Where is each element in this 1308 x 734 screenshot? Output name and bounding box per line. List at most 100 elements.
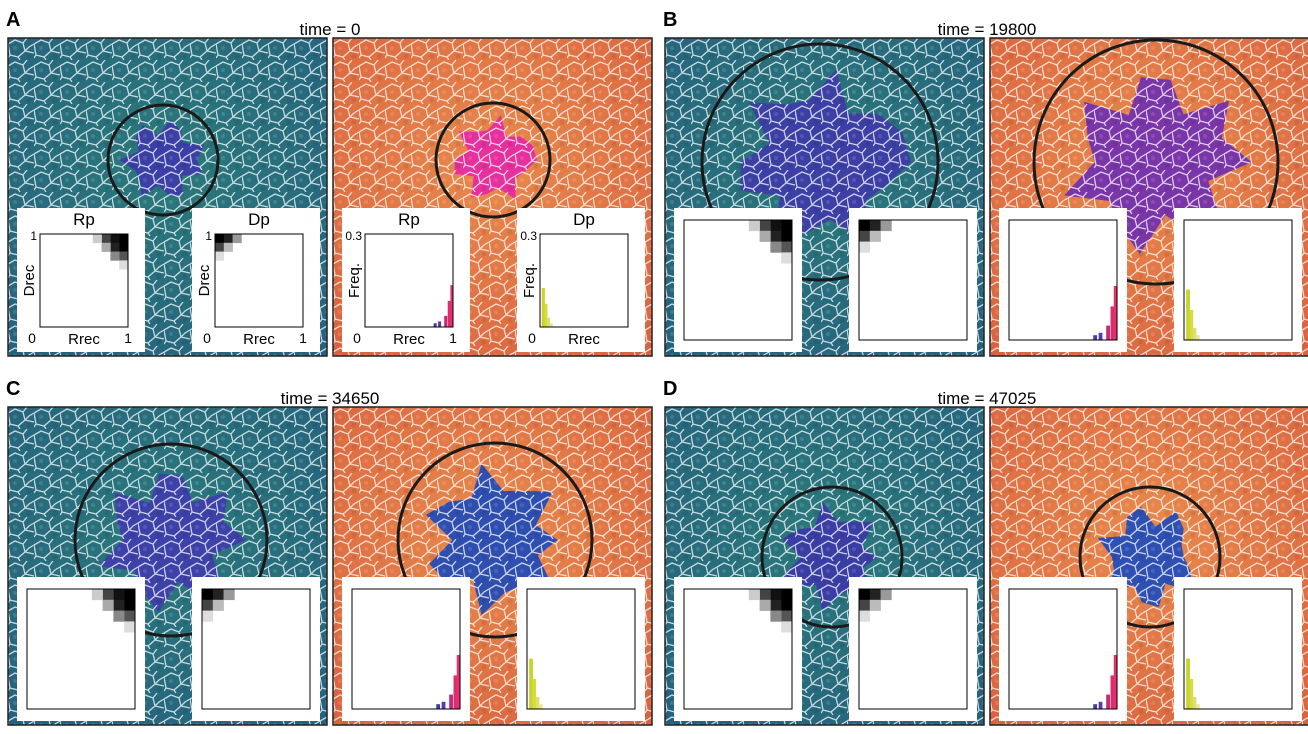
inset-background	[342, 208, 470, 352]
heatmap-cell	[101, 234, 111, 244]
region-circle	[434, 101, 552, 219]
region-circle	[106, 103, 220, 217]
y-max-label: 0.3	[345, 229, 362, 243]
histogram-bar	[449, 694, 453, 709]
histogram-bar	[456, 655, 461, 709]
inset-title: Dp	[248, 210, 270, 229]
inset: Dp 0.3 0 Rrec Freq.	[517, 208, 645, 352]
origin-label: 0	[528, 330, 536, 346]
histogram-bar	[1106, 694, 1110, 709]
image-border	[989, 406, 1308, 726]
histogram-bar	[441, 701, 446, 709]
histogram-bar	[1192, 328, 1197, 340]
heatmap-cell	[880, 589, 892, 601]
simulation-image	[332, 406, 653, 726]
heatmap-cell	[202, 610, 214, 622]
histogram-bar	[447, 300, 451, 327]
image-border	[332, 406, 653, 726]
plot-frame	[683, 219, 793, 341]
heatmap-cell	[212, 589, 224, 601]
plot-frame	[364, 233, 454, 328]
heatmap-cell	[781, 621, 793, 633]
plot-frame	[201, 588, 311, 710]
histogram-bar	[535, 697, 540, 709]
heatmap-cell	[223, 589, 235, 601]
histogram-bar	[1098, 332, 1103, 340]
inset	[674, 577, 802, 721]
x-axis-label: Rrec	[243, 331, 275, 348]
heatmap-cell	[223, 242, 233, 252]
y-axis-label: Freq.	[521, 263, 538, 298]
heatmap-cell	[759, 599, 771, 611]
heatmap-cell	[212, 599, 224, 611]
image-border	[664, 406, 985, 726]
histogram-bar	[1192, 697, 1197, 709]
heatmap-cell	[859, 241, 871, 253]
simulation-image: Rp 0.3 0 Rrec 1 Freq. Dp 0.3 0 Rrec Freq.	[332, 37, 653, 357]
plot-frame	[858, 588, 968, 710]
plot-frame	[683, 588, 793, 710]
heatmap-cell	[748, 589, 760, 601]
region-circle	[700, 42, 940, 282]
plot-frame	[214, 233, 304, 328]
histogram-bar	[532, 679, 537, 709]
histogram-bar	[549, 323, 553, 327]
region-circle	[1078, 485, 1222, 629]
x-max-label: 1	[299, 330, 307, 346]
plot-frame	[539, 233, 629, 328]
histogram-bar	[544, 303, 548, 327]
heatmap-cell	[113, 610, 125, 622]
heatmap-cell	[110, 251, 120, 261]
histogram-bar	[438, 321, 442, 327]
heatmap-cell	[781, 610, 793, 622]
simulation-image: Rp 1 0 Rrec 1 Drec Dp 1 0 Rrec 1 Drec	[7, 37, 328, 357]
y-max-label: 1	[30, 229, 37, 243]
x-max-label: 1	[449, 330, 457, 346]
image-border	[989, 37, 1308, 357]
inset-background	[999, 208, 1127, 352]
y-axis-label: Freq.	[346, 263, 363, 298]
inset-background	[999, 577, 1127, 721]
heatmap-cell	[119, 234, 129, 244]
heatmap-cell	[859, 220, 871, 232]
heatmap-cell	[215, 251, 225, 261]
heatmap-cell	[859, 230, 871, 242]
histogram-bar	[436, 704, 441, 709]
region-circle	[760, 485, 904, 629]
heatmap-cell	[215, 242, 225, 252]
origin-label: 0	[353, 330, 361, 346]
simulation-image	[989, 37, 1308, 357]
histogram-bar	[1098, 701, 1103, 709]
plot-frame	[26, 588, 136, 710]
plot-frame	[1008, 588, 1118, 710]
heatmap-cell	[110, 242, 120, 252]
region-circle	[396, 441, 594, 639]
inset-title: Rp	[398, 210, 420, 229]
inset-title: Rp	[73, 210, 95, 229]
image-border	[332, 37, 653, 357]
panel-label: C	[6, 378, 20, 400]
histogram-bar	[1195, 704, 1200, 709]
inset	[1174, 577, 1302, 721]
histogram-bar	[1189, 310, 1194, 340]
inset: Rp 1 0 Rrec 1 Drec	[17, 208, 145, 352]
histogram-bar	[1186, 658, 1190, 709]
plot-frame	[351, 588, 461, 710]
histogram-bar	[547, 317, 551, 327]
region-circle	[73, 442, 269, 638]
x-axis-label: Rrec	[393, 331, 425, 348]
simulation-image	[7, 406, 328, 726]
heatmap-cell	[124, 589, 136, 601]
heatmap-cell	[859, 610, 871, 622]
simulation-image	[664, 406, 985, 726]
heatmap-cell	[770, 599, 782, 611]
y-max-label: 0.3	[520, 229, 537, 243]
inset-background	[17, 208, 145, 352]
simulation-image	[989, 406, 1308, 726]
histogram-bar	[1093, 335, 1098, 340]
histogram-bar	[1110, 675, 1115, 709]
origin-label: 0	[28, 330, 36, 346]
heatmap-cell	[859, 599, 871, 611]
plot-frame	[39, 233, 129, 328]
